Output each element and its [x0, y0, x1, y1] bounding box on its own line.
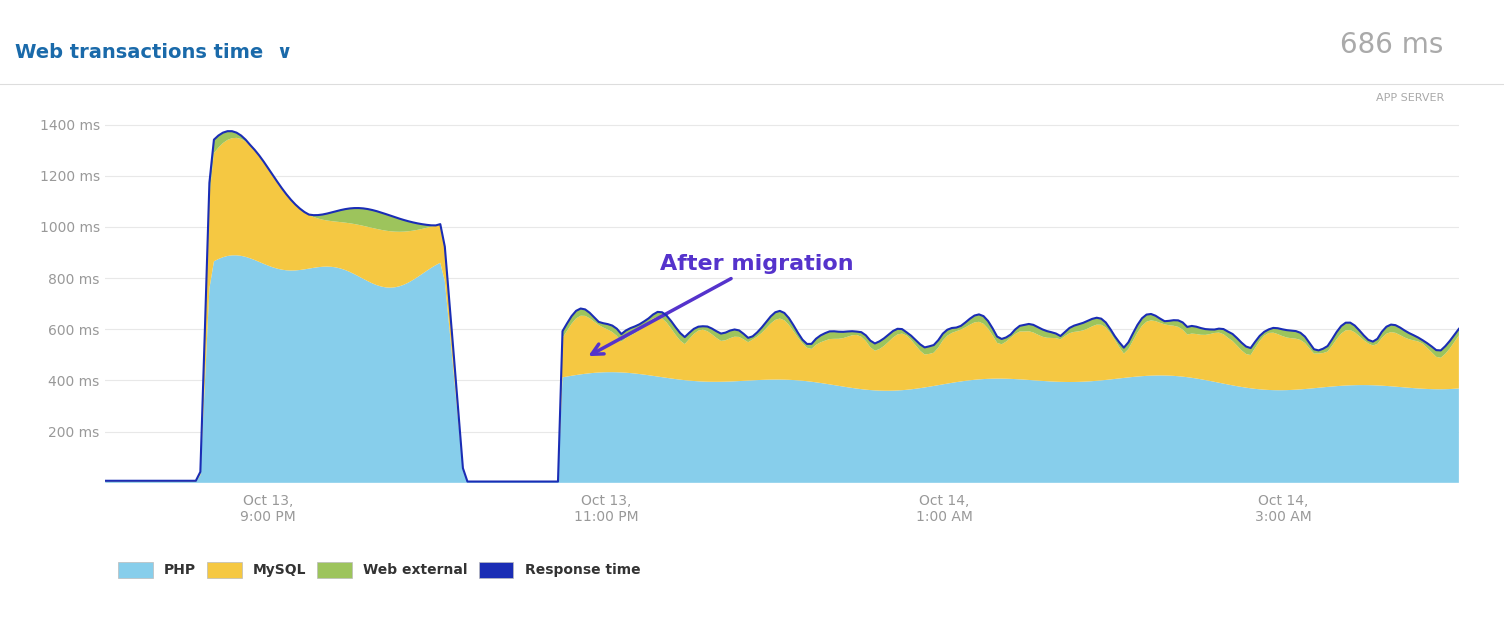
Legend: PHP, MySQL, Web external, Response time: PHP, MySQL, Web external, Response time [113, 556, 645, 583]
Text: After migration: After migration [591, 254, 854, 354]
Text: APP SERVER: APP SERVER [1376, 93, 1444, 103]
Text: Web transactions time  ∨: Web transactions time ∨ [15, 43, 293, 63]
Text: 686 ms: 686 ms [1340, 31, 1444, 59]
